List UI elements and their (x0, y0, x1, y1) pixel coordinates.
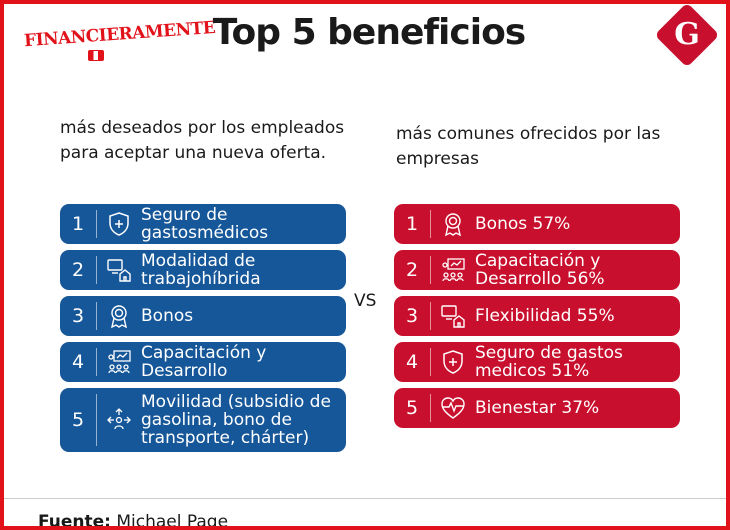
mobility-icon (97, 407, 141, 433)
hybrid-work-icon (431, 303, 475, 329)
item-number: 2 (71, 259, 85, 281)
item-label: Seguro de gastosmédicos (141, 205, 269, 243)
item-number: 5 (405, 397, 419, 419)
item-label: Flexibilidad 55% (475, 306, 615, 326)
item-number: 5 (71, 409, 85, 431)
item-label: Seguro de gastos medicos 51% (475, 343, 623, 381)
item-label: Bonos (141, 306, 194, 326)
list-item: 1 Seguro de gastosmédicos (60, 204, 346, 244)
heartbeat-icon (431, 395, 475, 421)
list-item: 4 Capacitación y Desarrollo (60, 342, 346, 382)
list-item: 5 Bienestar 37% (394, 388, 680, 428)
source-label: Fuente: (38, 512, 111, 530)
item-label: Capacitación y Desarrollo 56% (475, 251, 605, 289)
financieramente-logo: FINANCIERAMENTE (23, 18, 216, 70)
gestion-logo: G (654, 4, 720, 68)
left-subtitle: más deseados por los empleados para acep… (60, 118, 345, 163)
item-number: 4 (71, 351, 85, 373)
item-number: 1 (405, 213, 419, 235)
item-label: Movilidad (subsidio de gasolina, bono de… (141, 392, 331, 448)
source-value: Michael Page (116, 512, 229, 530)
list-item: 4 Seguro de gastos medicos 51% (394, 342, 680, 382)
training-icon (97, 349, 141, 375)
award-badge-icon (431, 211, 475, 237)
gestion-logo-letter: G (674, 17, 700, 52)
list-item: 3 Flexibilidad 55% (394, 296, 680, 336)
list-item: 1 Bonos 57% (394, 204, 680, 244)
list-item: 2 Modalidad de trabajohíbrida (60, 250, 346, 290)
item-label: Bienestar 37% (475, 398, 600, 418)
list-item: 3 Bonos (60, 296, 346, 336)
peru-flag-icon (88, 50, 104, 61)
brand-text: FINANCIERAMENTE (23, 17, 216, 52)
list-item: 5 Movilidad (subsidio de gasolina, bono … (60, 388, 346, 452)
training-icon (431, 257, 475, 283)
item-number: 4 (405, 351, 419, 373)
page-title: Top 5 beneficios (212, 12, 526, 53)
item-number: 2 (405, 259, 419, 281)
hybrid-work-icon (97, 257, 141, 283)
item-number: 1 (71, 213, 85, 235)
list-item: 2 Capacitación y Desarrollo 56% (394, 250, 680, 290)
item-label: Modalidad de trabajohíbrida (141, 251, 261, 289)
footer-divider (4, 498, 726, 499)
item-number: 3 (405, 305, 419, 327)
vs-label: VS (354, 291, 377, 311)
shield-plus-icon (431, 349, 475, 375)
award-badge-icon (97, 303, 141, 329)
item-number: 3 (71, 305, 85, 327)
item-label: Bonos 57% (475, 214, 571, 234)
item-label: Capacitación y Desarrollo (141, 343, 267, 381)
shield-plus-icon (97, 211, 141, 237)
source-line: Fuente: Michael Page (38, 512, 229, 530)
right-subtitle: más comunes ofrecidos por las empresas (396, 124, 661, 169)
